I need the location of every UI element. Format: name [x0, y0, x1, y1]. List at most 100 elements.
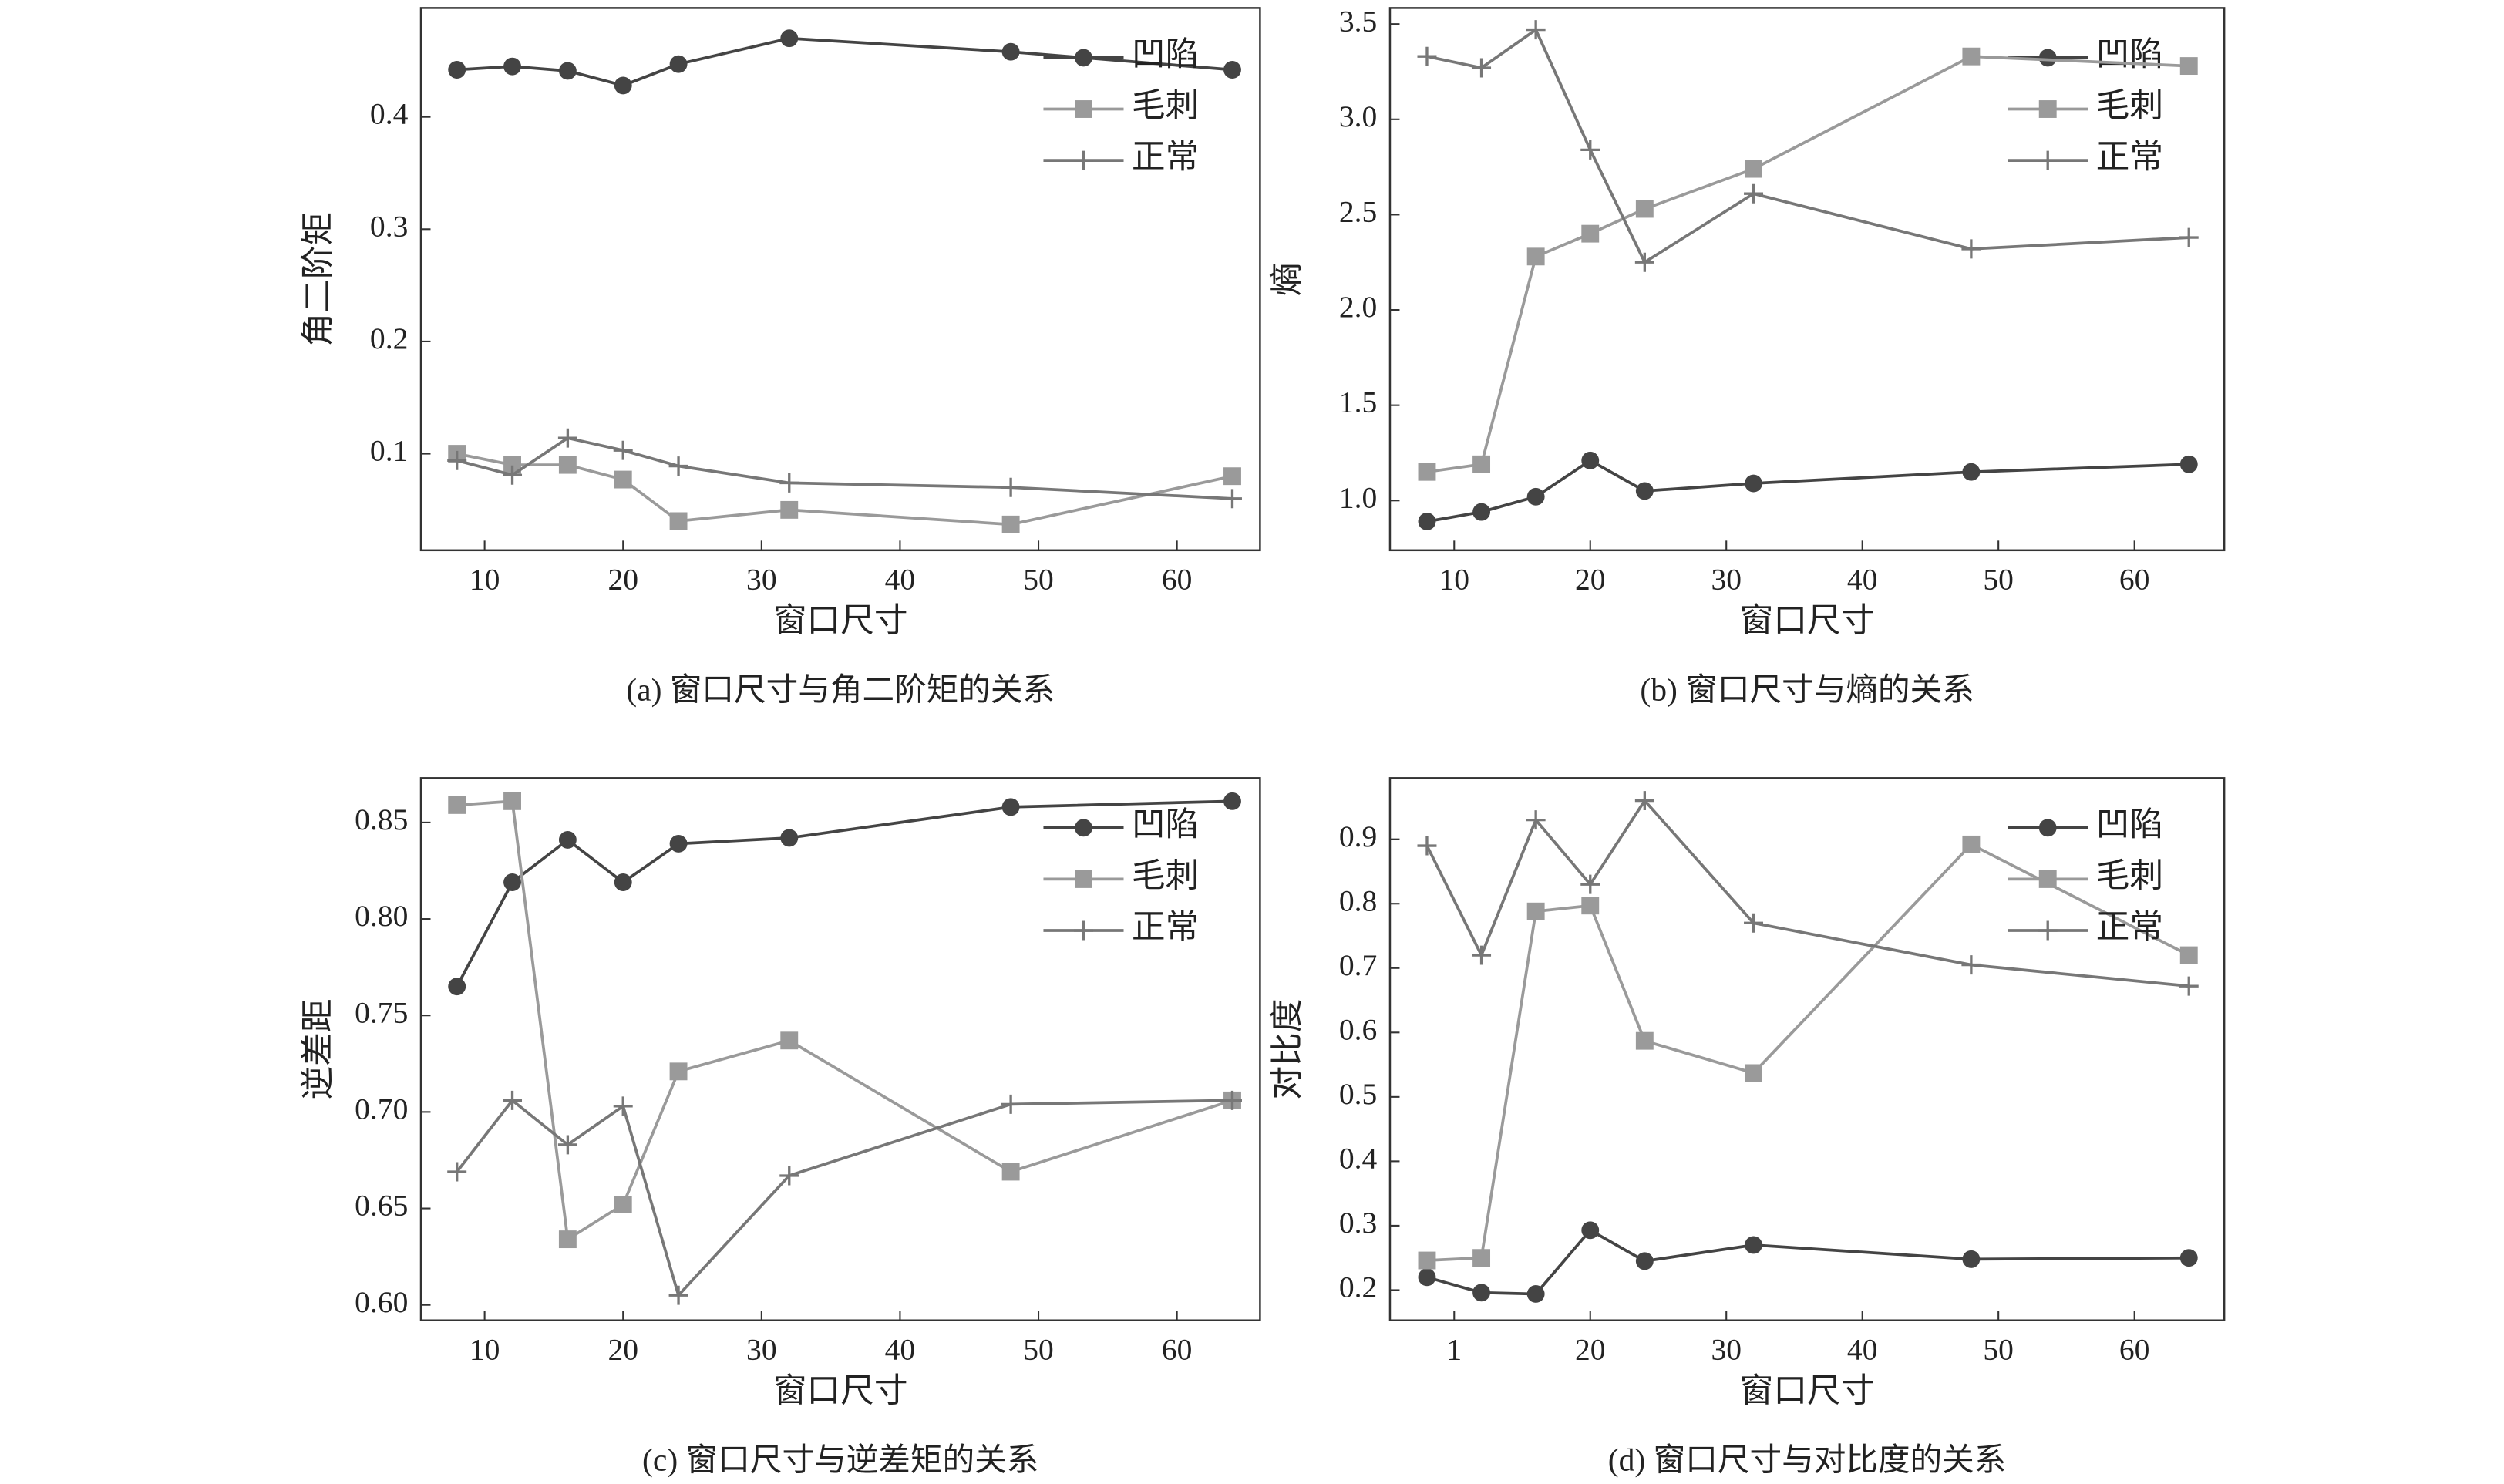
legend-label: 正常 — [2096, 909, 2163, 946]
marker — [1744, 183, 1764, 204]
x-tick-label: 60 — [2119, 563, 2150, 597]
marker — [1581, 897, 1600, 915]
marker — [1472, 1284, 1491, 1302]
marker — [503, 1090, 523, 1110]
legend-marker — [1075, 819, 1092, 837]
x-tick-label: 60 — [1162, 1332, 1193, 1366]
x-tick-label: 40 — [885, 563, 916, 597]
series-line — [456, 452, 1233, 527]
marker — [1635, 482, 1654, 500]
x-tick-label: 20 — [607, 563, 638, 597]
series-line — [456, 36, 1233, 87]
y-tick-label: 1.5 — [1339, 385, 1377, 419]
legend-label: 凹陷 — [2096, 36, 2163, 73]
y-tick-label: 0.4 — [1339, 1141, 1378, 1175]
marker — [1526, 247, 1545, 266]
marker — [503, 792, 521, 810]
marker — [779, 473, 799, 493]
x-tick-label: 30 — [746, 1332, 777, 1366]
caption: (c) 窗口尺寸与逆差矩的关系 — [642, 1442, 1038, 1478]
marker — [1962, 47, 1981, 66]
plot-frame — [419, 7, 1261, 552]
marker — [558, 456, 577, 474]
marker — [1744, 913, 1764, 933]
marker — [2179, 455, 2198, 473]
y-tick-label: 3.0 — [1339, 99, 1377, 133]
legend-label: 毛刺 — [2096, 857, 2163, 894]
marker — [1962, 463, 1981, 481]
marker — [1526, 20, 1546, 40]
marker — [1001, 1094, 1021, 1114]
marker — [558, 1230, 577, 1249]
y-tick-label: 0.70 — [355, 1092, 408, 1126]
marker — [668, 456, 688, 476]
y-tick-label: 0.2 — [1339, 1270, 1377, 1304]
x-tick-label: 20 — [607, 1332, 638, 1366]
marker — [1418, 513, 1436, 530]
legend-label: 正常 — [2096, 139, 2163, 176]
marker — [1472, 58, 1492, 78]
x-tick-label: 50 — [1023, 563, 1054, 597]
marker — [503, 57, 521, 76]
y-tick-label: 1.0 — [1339, 480, 1377, 514]
legend-label: 凹陷 — [1132, 806, 1199, 843]
x-tick-label: 10 — [1439, 563, 1470, 597]
x-tick-label: 40 — [885, 1332, 916, 1366]
marker — [780, 500, 799, 519]
y-tick-label: 0.60 — [355, 1285, 408, 1319]
marker — [448, 796, 466, 814]
marker — [669, 512, 688, 530]
x-axis-label: 窗口尺寸 — [1740, 603, 1875, 640]
y-tick-label: 0.1 — [370, 434, 408, 468]
marker — [614, 76, 632, 95]
y-tick-label: 0.3 — [370, 209, 408, 243]
series-line — [1426, 459, 2189, 523]
legend-marker — [1075, 870, 1092, 888]
marker — [1472, 455, 1491, 473]
plot-frame — [1388, 7, 2226, 552]
legend-marker — [2038, 819, 2057, 837]
marker — [1223, 792, 1241, 810]
marker — [1001, 1163, 1020, 1181]
marker — [1222, 1090, 1242, 1110]
series-line — [1426, 55, 2189, 474]
series-line — [456, 436, 1233, 500]
marker — [1223, 61, 1241, 79]
marker — [1223, 467, 1241, 486]
marker — [1418, 463, 1436, 481]
caption: (b) 窗口尺寸与熵的关系 — [1640, 672, 1974, 708]
marker — [2179, 1249, 2198, 1267]
marker — [779, 1166, 799, 1186]
legend-marker — [1075, 100, 1092, 118]
x-tick-label: 30 — [1711, 1332, 1742, 1366]
x-tick-label: 40 — [1847, 1332, 1878, 1366]
marker — [1634, 252, 1654, 272]
y-tick-label: 2.5 — [1339, 194, 1377, 228]
x-tick-label: 40 — [1847, 563, 1878, 597]
series-line — [1426, 27, 2189, 264]
marker — [1635, 1252, 1654, 1270]
y-tick-label: 0.65 — [355, 1189, 408, 1223]
plot-frame — [419, 777, 1261, 1321]
marker — [1001, 42, 1020, 61]
plot-frame — [1388, 777, 2226, 1321]
marker — [1418, 1251, 1436, 1270]
marker — [503, 465, 523, 485]
legend-marker — [2038, 150, 2058, 170]
marker — [780, 829, 799, 847]
chart: 10 20 30 40 50 60 1.0 1.5 2.0 2.5 3.0 3.5 窗口尺寸 熵 凹陷毛刺正… — [1269, 4, 2226, 708]
marker — [558, 830, 577, 849]
marker — [1526, 1285, 1545, 1303]
marker — [1635, 200, 1654, 218]
marker — [448, 61, 466, 79]
series-line — [456, 799, 1233, 1242]
marker — [613, 440, 633, 460]
marker — [1580, 874, 1600, 894]
marker — [447, 1162, 467, 1182]
x-tick-label: 1 — [1446, 1332, 1462, 1366]
legend-marker — [1075, 49, 1092, 67]
marker — [558, 62, 577, 80]
marker — [2179, 57, 2198, 76]
marker — [780, 1031, 799, 1050]
